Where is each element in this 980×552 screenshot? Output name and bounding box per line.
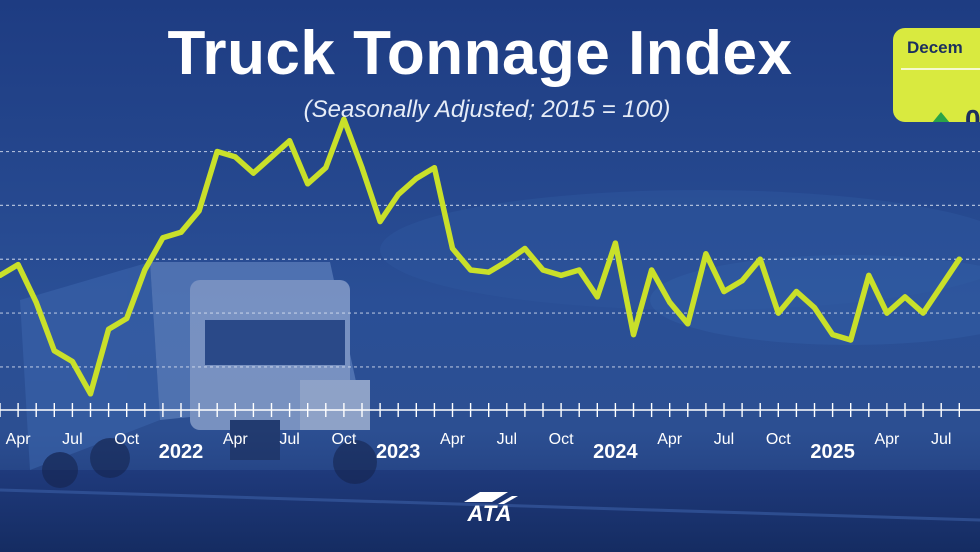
x-tick-label-month: Oct xyxy=(549,431,574,448)
data-point xyxy=(775,310,781,316)
data-point xyxy=(287,138,293,144)
data-point xyxy=(250,170,256,176)
data-point xyxy=(685,321,691,327)
series-layer xyxy=(0,116,963,397)
x-tick-label-year: 2024 xyxy=(593,441,638,463)
data-point xyxy=(196,208,202,214)
x-tick-label-year: 2023 xyxy=(376,441,421,463)
x-tick-label-month: Jul xyxy=(279,431,299,448)
data-point xyxy=(395,192,401,198)
data-point xyxy=(69,358,75,365)
data-point xyxy=(594,294,600,300)
data-point xyxy=(902,294,908,300)
data-point xyxy=(268,154,275,160)
data-point xyxy=(811,305,818,311)
x-tick-label-year: 2022 xyxy=(159,441,204,463)
x-tick-label-month: Oct xyxy=(114,431,139,448)
data-point xyxy=(178,229,184,235)
x-axis xyxy=(0,403,980,417)
data-point xyxy=(160,235,166,241)
data-point xyxy=(757,256,763,262)
gridlines xyxy=(0,150,980,368)
data-point xyxy=(938,283,944,289)
x-tick-label-month: Jul xyxy=(62,431,82,448)
data-point xyxy=(106,326,112,332)
data-point xyxy=(359,165,365,171)
data-point xyxy=(956,256,962,262)
data-point xyxy=(667,299,673,305)
data-point xyxy=(142,267,148,273)
data-point xyxy=(87,391,94,397)
data-point xyxy=(920,310,926,316)
data-point xyxy=(431,165,437,171)
data-point xyxy=(0,272,3,278)
data-point xyxy=(413,175,419,182)
data-point xyxy=(522,245,528,252)
data-point xyxy=(830,332,836,338)
data-point xyxy=(576,267,582,273)
chart-subtitle: (Seasonally Adjusted; 2015 = 100) xyxy=(303,96,671,123)
data-point xyxy=(558,272,564,278)
data-point xyxy=(33,299,39,305)
x-tick-label-month: Apr xyxy=(657,431,683,448)
data-point xyxy=(124,315,130,322)
data-point xyxy=(377,218,383,225)
data-point xyxy=(739,278,745,284)
x-tick-label-month: Jul xyxy=(714,431,734,448)
x-tick-label-month: Apr xyxy=(6,431,32,448)
logo-text: ATA xyxy=(467,501,513,526)
x-tick-label-month: Oct xyxy=(331,431,356,448)
chart-title: Truck Tonnage Index xyxy=(167,19,793,88)
x-tick-label-month: Jul xyxy=(931,431,951,448)
data-point xyxy=(214,148,220,155)
data-point xyxy=(341,116,347,122)
data-point xyxy=(703,251,709,257)
ata-logo: ATA xyxy=(458,488,522,538)
data-point xyxy=(793,288,800,295)
data-point xyxy=(15,262,21,268)
logo-stripes-icon xyxy=(464,492,518,504)
x-axis-labels: Apr Jul Oct 2022 Apr Jul Oct 2023 Apr Jul Oct 2024 A… xyxy=(6,431,952,463)
data-point xyxy=(721,288,727,295)
data-point xyxy=(486,269,492,275)
data-point xyxy=(540,267,546,273)
series-line xyxy=(0,116,963,397)
up-arrow-icon xyxy=(923,112,959,122)
badge-month-label: Decem xyxy=(907,38,963,57)
x-tick-label-month: Jul xyxy=(497,431,517,448)
x-tick-label-month: Apr xyxy=(874,431,900,448)
truck-silhouette xyxy=(20,262,377,488)
data-point xyxy=(848,337,854,343)
data-point xyxy=(232,154,238,160)
x-tick-label-year: 2025 xyxy=(810,441,855,463)
data-point xyxy=(449,245,456,252)
data-point xyxy=(305,181,311,187)
data-point xyxy=(612,240,619,246)
x-tick-label-month: Oct xyxy=(766,431,791,448)
data-point xyxy=(468,267,474,273)
data-point xyxy=(630,332,637,338)
data-point xyxy=(323,165,329,171)
data-point xyxy=(649,267,655,273)
x-tick-label-month: Apr xyxy=(440,431,466,448)
x-tick-label-month: Apr xyxy=(223,431,249,448)
badge-value: 0 xyxy=(965,104,980,122)
latest-month-badge: Decem 0 xyxy=(893,28,980,122)
data-point xyxy=(884,310,890,316)
data-point xyxy=(866,272,872,278)
data-point xyxy=(504,258,510,264)
badge-divider xyxy=(901,68,980,70)
data-point xyxy=(51,348,57,354)
